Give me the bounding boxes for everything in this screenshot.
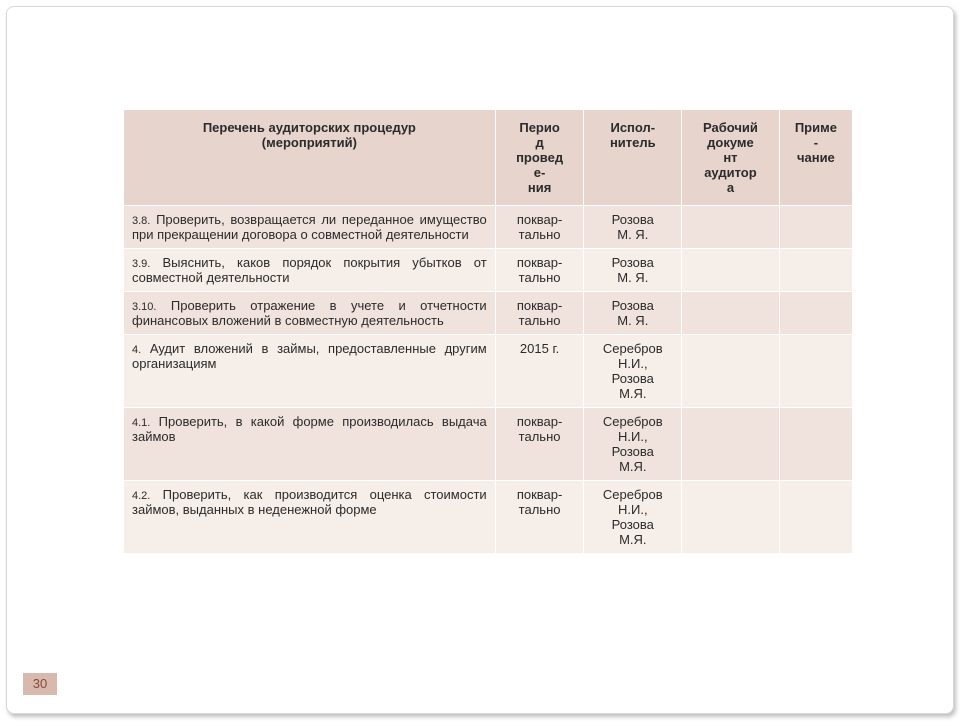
cell-document <box>682 408 780 481</box>
col-header-executor: Испол-нитель <box>584 110 682 206</box>
cell-period: поквар-тально <box>495 206 584 249</box>
row-text: Выяснить, каков порядок покрытия убытков… <box>132 255 487 285</box>
cell-procedure: 4.1. Проверить, в какой форме производил… <box>124 408 496 481</box>
page-number: 30 <box>23 673 57 695</box>
slide: Перечень аудиторских процедур (мероприят… <box>6 6 954 714</box>
cell-period: 2015 г. <box>495 335 584 408</box>
cell-document <box>682 481 780 554</box>
table-body: 3.8. Проверить, возвращается ли переданн… <box>124 206 853 554</box>
cell-executor: РозоваМ. Я. <box>584 292 682 335</box>
cell-procedure: 3.10. Проверить отражение в учете и отче… <box>124 292 496 335</box>
col-header-procedure-l2: (мероприятий) <box>262 135 357 150</box>
row-num: 3.8. <box>132 215 150 227</box>
cell-executor: СеребровН.И.,РозоваМ.Я. <box>584 335 682 408</box>
cell-executor: РозоваМ. Я. <box>584 249 682 292</box>
header-row: Перечень аудиторских процедур (мероприят… <box>124 110 853 206</box>
cell-note <box>779 292 852 335</box>
audit-table: Перечень аудиторских процедур (мероприят… <box>123 109 853 554</box>
row-num: 3.9. <box>132 258 150 270</box>
cell-executor: РозоваМ. Я. <box>584 206 682 249</box>
cell-executor: СеребровН.И.,РозоваМ.Я. <box>584 481 682 554</box>
col-header-document: Рабочийдокументаудитора <box>682 110 780 206</box>
audit-table-container: Перечень аудиторских процедур (мероприят… <box>123 109 853 554</box>
row-text: Проверить отражение в учете и отчетности… <box>132 298 487 328</box>
col-header-procedure-l1: Перечень аудиторских процедур <box>203 120 416 135</box>
table-row: 3.9. Выяснить, каков порядок покрытия уб… <box>124 249 853 292</box>
cell-period: поквар-тально <box>495 408 584 481</box>
row-num: 4.1. <box>132 417 150 429</box>
cell-procedure: 3.9. Выяснить, каков порядок покрытия уб… <box>124 249 496 292</box>
row-num: 3.10. <box>132 301 156 313</box>
row-num: 4. <box>132 344 141 356</box>
cell-document <box>682 249 780 292</box>
cell-document <box>682 292 780 335</box>
table-row: 4. Аудит вложений в займы, предоставленн… <box>124 335 853 408</box>
row-text: Аудит вложений в займы, предоставленные … <box>132 341 487 371</box>
row-num: 4.2. <box>132 490 150 502</box>
table-row: 3.8. Проверить, возвращается ли переданн… <box>124 206 853 249</box>
cell-period: поквар-тально <box>495 249 584 292</box>
table-row: 4.2. Проверить, как производится оценка … <box>124 481 853 554</box>
cell-document <box>682 335 780 408</box>
cell-procedure: 3.8. Проверить, возвращается ли переданн… <box>124 206 496 249</box>
row-text: Проверить, в какой форме производилась в… <box>132 414 487 444</box>
table-row: 3.10. Проверить отражение в учете и отче… <box>124 292 853 335</box>
cell-note <box>779 206 852 249</box>
cell-procedure: 4.2. Проверить, как производится оценка … <box>124 481 496 554</box>
cell-note <box>779 335 852 408</box>
cell-period: поквар-тально <box>495 481 584 554</box>
cell-executor: СеребровН.И.,РозоваМ.Я. <box>584 408 682 481</box>
col-header-period: Периодпроведе-ния <box>495 110 584 206</box>
col-header-note: Приме-чание <box>779 110 852 206</box>
cell-note <box>779 481 852 554</box>
cell-note <box>779 249 852 292</box>
col-header-procedure: Перечень аудиторских процедур (мероприят… <box>124 110 496 206</box>
row-text: Проверить, как производится оценка стоим… <box>132 487 487 517</box>
cell-document <box>682 206 780 249</box>
table-row: 4.1. Проверить, в какой форме производил… <box>124 408 853 481</box>
cell-note <box>779 408 852 481</box>
row-text: Проверить, возвращается ли переданное им… <box>132 212 487 242</box>
cell-period: поквар-тально <box>495 292 584 335</box>
cell-procedure: 4. Аудит вложений в займы, предоставленн… <box>124 335 496 408</box>
